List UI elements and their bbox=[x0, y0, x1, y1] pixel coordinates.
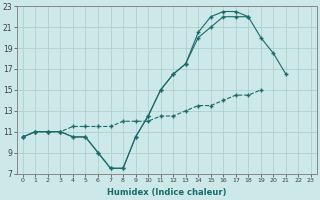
X-axis label: Humidex (Indice chaleur): Humidex (Indice chaleur) bbox=[107, 188, 227, 197]
